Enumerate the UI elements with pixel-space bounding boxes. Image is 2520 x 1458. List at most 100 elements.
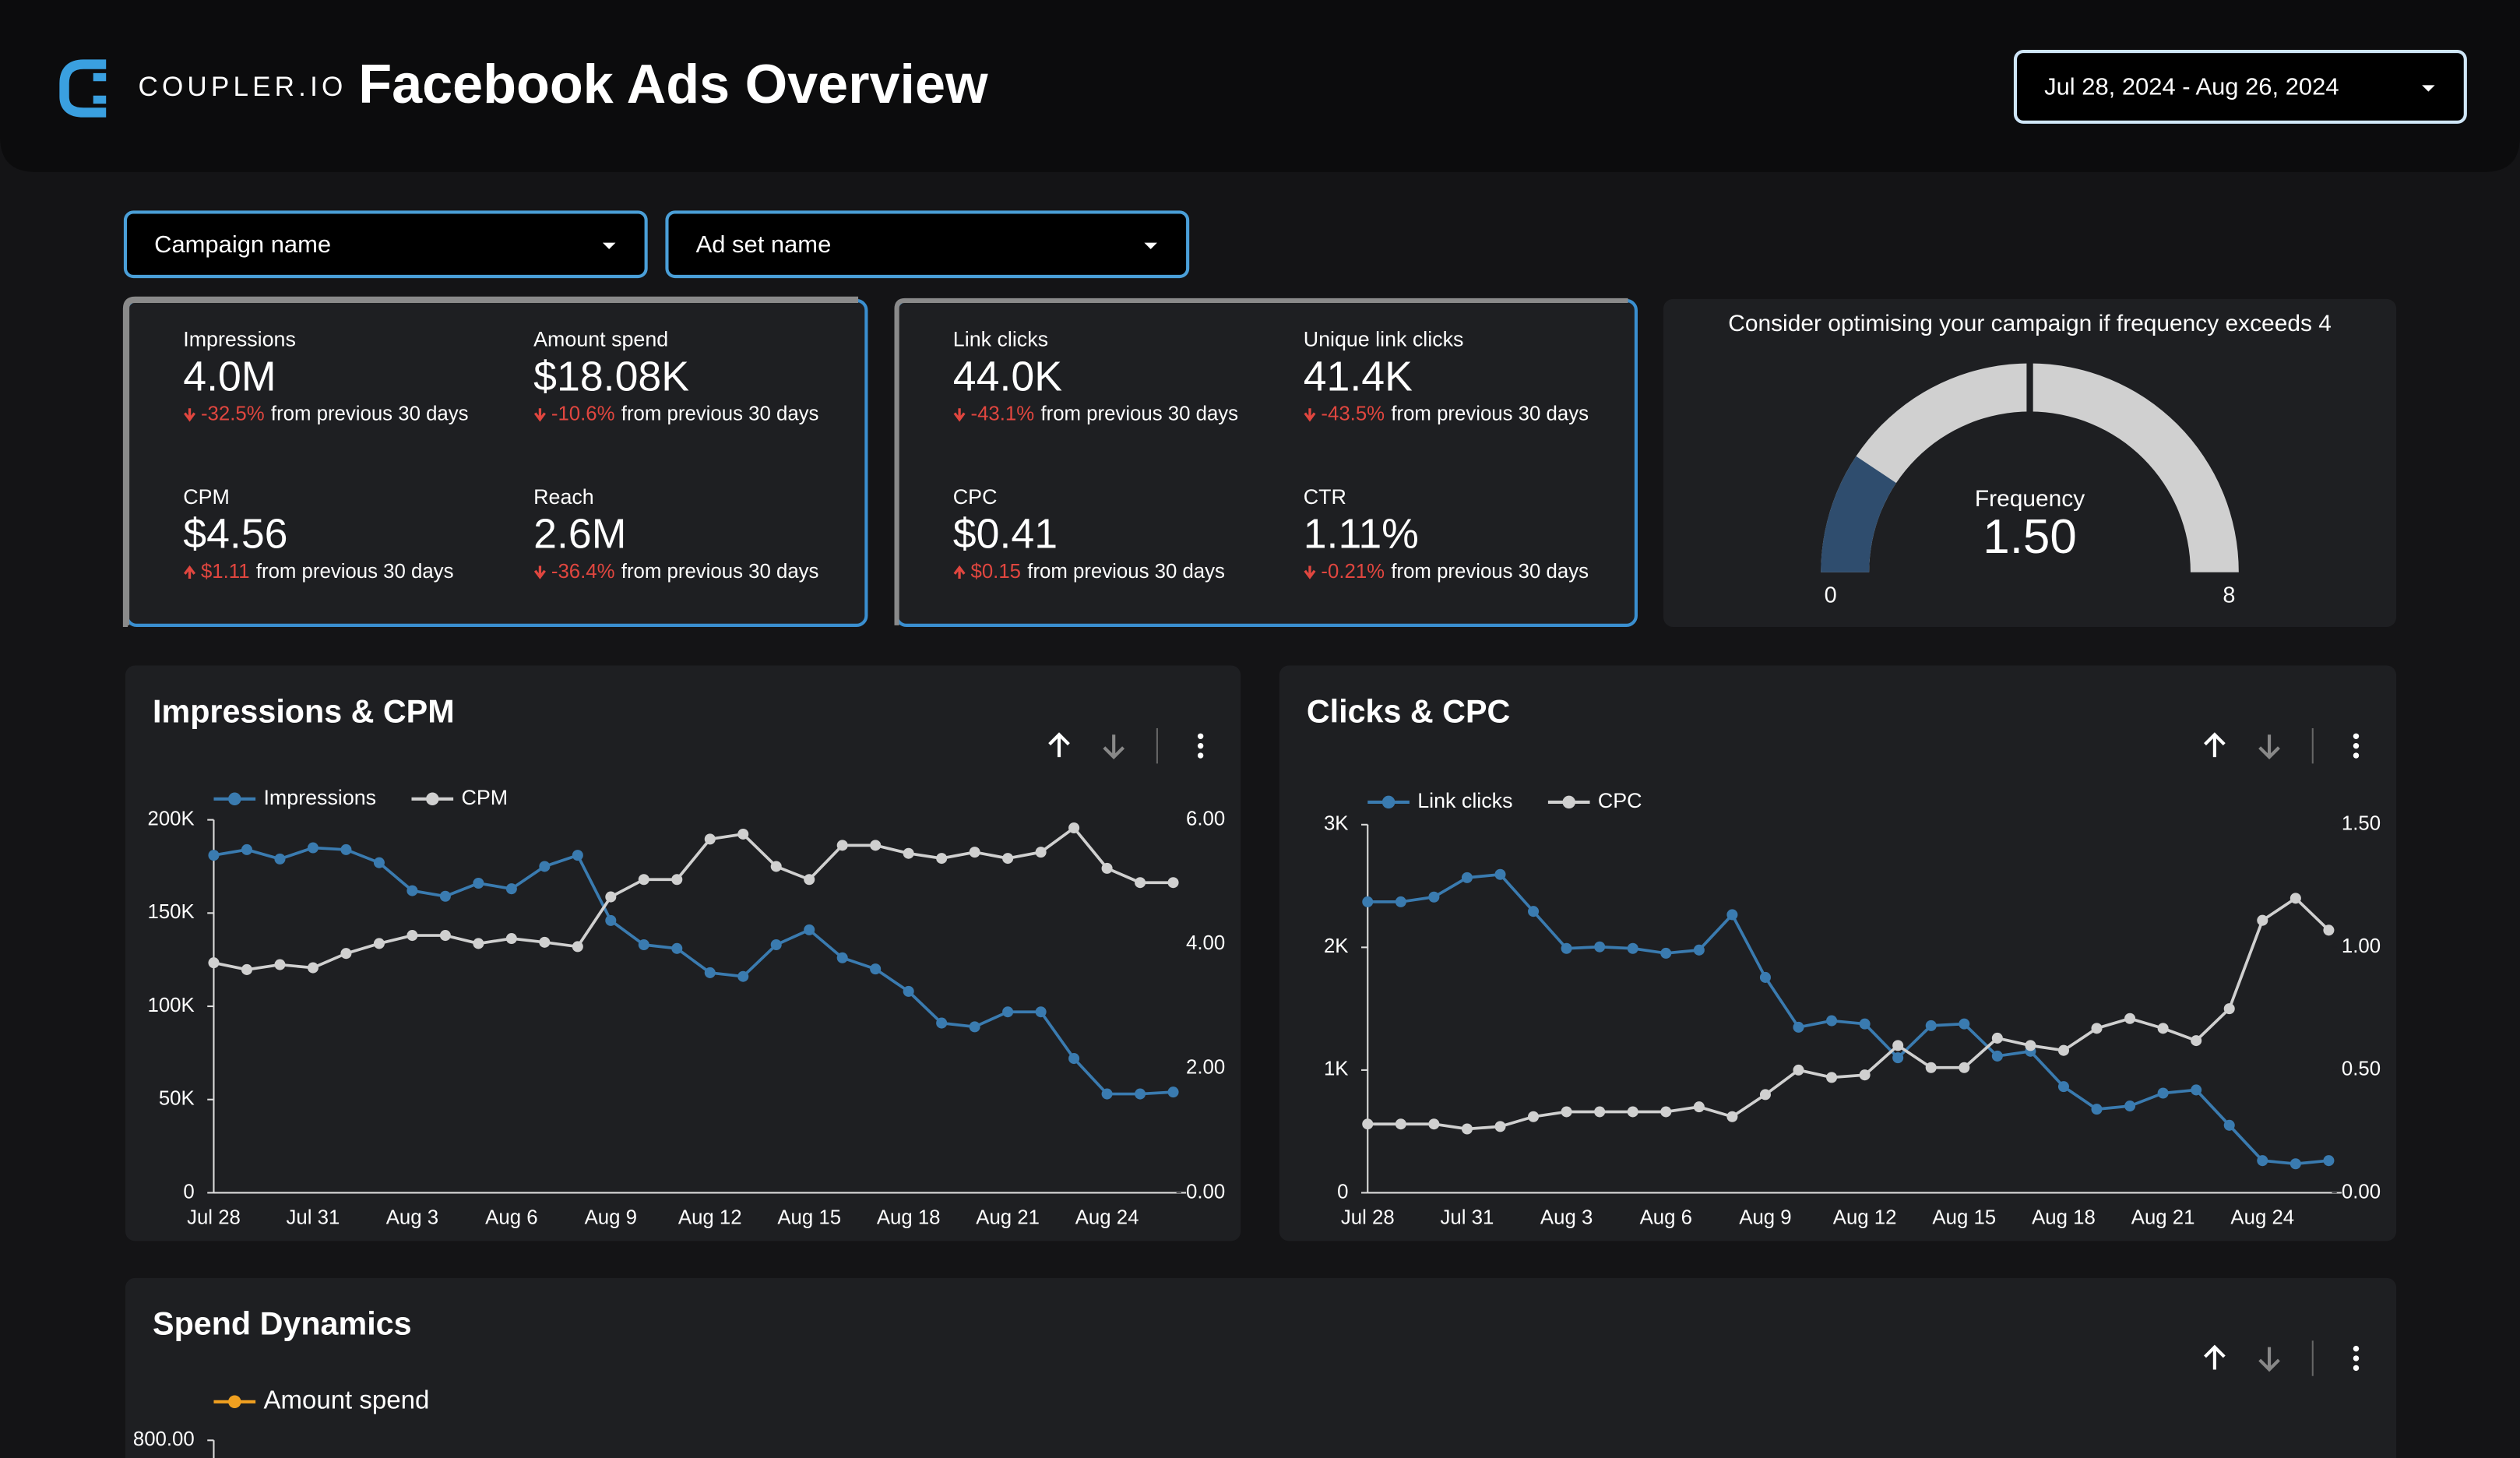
- data-point: [1561, 1106, 1572, 1118]
- data-point: [936, 1017, 948, 1029]
- change-note: from previous 30 days: [621, 561, 819, 583]
- x-tick-label: Aug 24: [1075, 1206, 1139, 1228]
- data-point: [1759, 1089, 1771, 1101]
- data-point: [208, 850, 220, 861]
- metric-change: $0.15 from previous 30 days: [971, 561, 1225, 583]
- filter-label[interactable]: Ad set name: [696, 231, 832, 258]
- y2-tick-label: 0.00: [1186, 1181, 1225, 1203]
- change-arrow: [533, 408, 546, 422]
- data-point: [903, 847, 914, 859]
- legend-dot: [228, 1395, 241, 1409]
- data-point: [539, 936, 551, 948]
- date-picker-box[interactable]: [2013, 49, 2467, 124]
- y2-tick-label: 0.00: [2342, 1181, 2381, 1203]
- data-point: [2124, 1012, 2136, 1024]
- data-point: [2223, 1119, 2235, 1131]
- data-point: [1859, 1069, 1871, 1081]
- y2-tick-label: 0.50: [2342, 1058, 2381, 1080]
- dropdown-caret: [602, 242, 616, 249]
- gauge-panel: [1663, 298, 2397, 627]
- series-line: [213, 826, 1174, 971]
- data-point: [804, 874, 815, 886]
- change-arrow: [184, 565, 196, 579]
- metric-change: -43.1% from previous 30 days: [971, 403, 1239, 424]
- data-point: [439, 890, 451, 902]
- data-point: [2191, 1035, 2202, 1047]
- data-point: [1101, 862, 1113, 874]
- filter-label[interactable]: Campaign name: [154, 231, 331, 258]
- data-point: [439, 930, 451, 942]
- data-point: [1395, 1118, 1406, 1130]
- data-point: [638, 874, 649, 886]
- filter-box[interactable]: [123, 210, 648, 279]
- y-tick-label: 3K: [1324, 813, 1349, 835]
- data-point: [737, 970, 749, 982]
- legend-dot: [228, 792, 241, 806]
- filter[interactable]: Ad set name: [665, 210, 1190, 279]
- date-range[interactable]: Jul 28, 2024 - Aug 26, 2024: [2044, 73, 2339, 100]
- menu-dot: [2353, 733, 2360, 740]
- data-point: [2323, 924, 2335, 936]
- logo-text: COUPLER.IO: [138, 72, 347, 102]
- metric-label: CPM: [183, 485, 230, 509]
- data-point: [241, 843, 252, 855]
- data-point: [572, 850, 583, 861]
- metric-value: 44.0K: [953, 353, 1062, 400]
- x-tick-label: Aug 21: [2131, 1206, 2195, 1228]
- change-value: -43.1%: [971, 403, 1035, 424]
- x-tick-label: Aug 24: [2230, 1206, 2294, 1228]
- x-tick-label: Jul 28: [1341, 1206, 1395, 1228]
- date-picker[interactable]: Jul 28, 2024 - Aug 26, 2024: [2013, 49, 2467, 124]
- data-point: [2157, 1023, 2169, 1034]
- header-bar: [0, 0, 2520, 172]
- data-point: [1627, 1106, 1638, 1118]
- gauge-value-label: 1.50: [1983, 510, 2076, 564]
- metric-label: Reach: [533, 485, 594, 509]
- data-point: [1959, 1062, 1970, 1073]
- change-arrow: [533, 565, 546, 579]
- metric-value: $0.41: [953, 511, 1058, 558]
- y2-tick-label: 1.50: [2342, 813, 2381, 835]
- x-tick-label: Aug 15: [1932, 1206, 1996, 1228]
- change-arrow: [184, 408, 196, 422]
- data-point: [1395, 896, 1406, 907]
- y-tick-label: 800.00: [133, 1428, 195, 1450]
- chart-title: Spend Dynamics: [153, 1306, 412, 1342]
- data-point: [208, 957, 220, 969]
- data-point: [704, 967, 716, 978]
- data-point: [1561, 942, 1572, 954]
- data-point: [671, 874, 683, 886]
- change-note: from previous 30 days: [256, 561, 454, 583]
- metric-value: 4.0M: [183, 353, 276, 400]
- x-tick-label: Aug 3: [386, 1206, 438, 1228]
- data-point: [572, 941, 583, 953]
- data-point: [836, 840, 848, 851]
- x-tick-label: Aug 21: [976, 1206, 1040, 1228]
- metric-label: Unique link clicks: [1304, 328, 1464, 351]
- filter[interactable]: Campaign name: [123, 210, 648, 279]
- gauge-value: [1821, 456, 1896, 572]
- data-point: [1002, 853, 1014, 865]
- x-tick-label: Aug 3: [1540, 1206, 1593, 1228]
- page-title: Facebook Ads Overview: [358, 53, 988, 114]
- change-value: $1.11: [201, 561, 250, 583]
- filter-box[interactable]: [665, 210, 1190, 279]
- change-note: from previous 30 days: [1027, 561, 1225, 583]
- change-note: from previous 30 days: [271, 403, 469, 424]
- data-point: [1135, 1088, 1146, 1100]
- data-point: [2057, 1081, 2069, 1093]
- x-tick-label: Jul 31: [287, 1206, 340, 1228]
- data-point: [2323, 1155, 2335, 1167]
- sort-down-icon: [1103, 734, 1125, 760]
- metric-value: 41.4K: [1304, 353, 1413, 400]
- y-tick-label: 150K: [148, 901, 195, 923]
- data-point: [373, 857, 385, 868]
- legend-dot: [426, 792, 439, 806]
- data-point: [473, 877, 484, 889]
- data-point: [2124, 1101, 2136, 1112]
- data-point: [1101, 1088, 1113, 1100]
- data-point: [307, 842, 319, 854]
- data-point: [1068, 1053, 1080, 1065]
- data-point: [407, 885, 418, 896]
- metric-label: CTR: [1304, 485, 1346, 509]
